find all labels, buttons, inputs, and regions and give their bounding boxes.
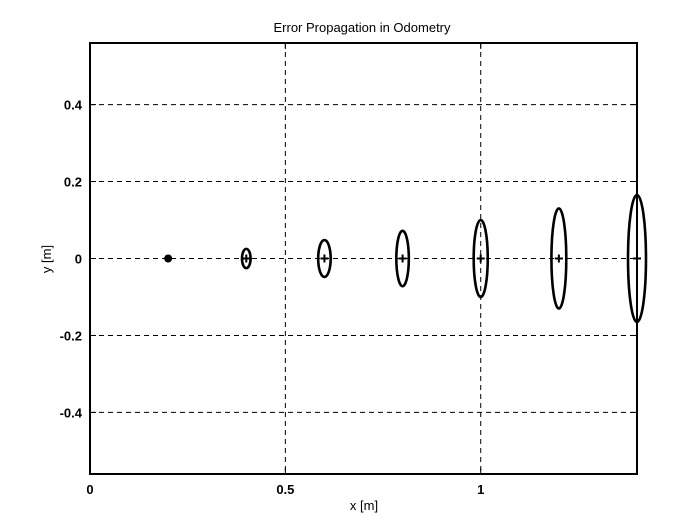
- y-tick-label: 0.4: [64, 98, 83, 113]
- y-tick-label: -0.2: [60, 328, 82, 343]
- y-axis-ticks: -0.4 -0.2 0 0.2 0.4: [60, 98, 637, 420]
- y-tick-label: -0.4: [60, 405, 83, 420]
- y-tick-label: 0: [75, 252, 82, 267]
- x-axis-ticks: 0 0.5 1: [86, 43, 484, 497]
- y-tick-label: 0.2: [64, 175, 82, 190]
- x-tick-label: 0: [86, 482, 93, 497]
- chart-title: Error Propagation in Odometry: [273, 20, 451, 35]
- y-axis-label: y [m]: [39, 245, 54, 273]
- start-point: [164, 254, 173, 263]
- uncertainty-ellipse: [240, 247, 252, 270]
- uncertainty-ellipse: [472, 218, 490, 299]
- x-axis-label: x [m]: [350, 498, 378, 513]
- x-tick-label: 0.5: [276, 482, 294, 497]
- uncertainty-ellipse: [395, 229, 411, 288]
- x-tick-label: 1: [477, 482, 484, 497]
- uncertainty-ellipse: [550, 207, 568, 310]
- grid-lines: [90, 43, 637, 474]
- uncertainty-ellipse: [316, 238, 332, 279]
